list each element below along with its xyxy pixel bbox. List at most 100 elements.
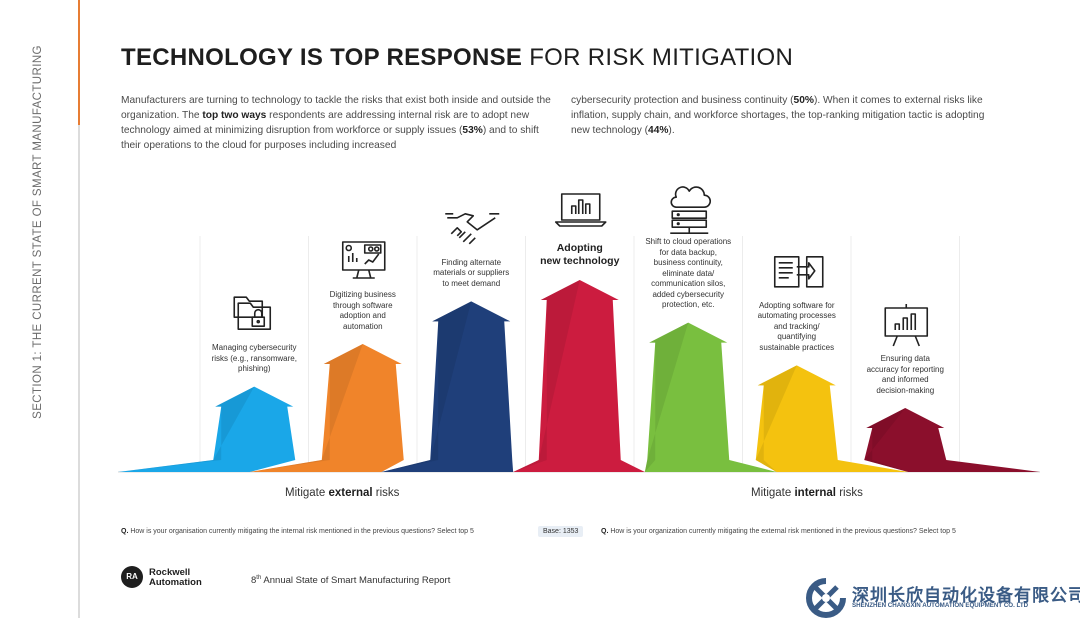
legend-external: Mitigate external risks: [285, 487, 399, 499]
laptop-chart-icon: [554, 193, 607, 227]
arrow-shade-5: [644, 322, 689, 472]
arrow-label-line: Adopting: [556, 242, 603, 254]
intro-text: cybersecurity protection and business co…: [571, 95, 794, 106]
arrow-label-line: and tracking/: [773, 321, 820, 331]
rockwell-wordmark: Rockwell Automation: [149, 568, 202, 587]
arrow-label-line: eliminate data/: [662, 268, 715, 278]
intro-text: respondents are addressing internal risk…: [121, 110, 530, 136]
footnote-label: Q.: [121, 528, 129, 535]
arrow-label-5: Shift to cloud operations for data backup…: [630, 237, 746, 311]
arrow-bar-7: [864, 408, 1040, 472]
report-number: 8: [251, 575, 257, 587]
arrow-label-line: sustainable practices: [759, 342, 835, 352]
changxin-logo-icon: [806, 578, 846, 618]
sidebar: SECTION 1: THE CURRENT STATE OF SMART MA…: [0, 0, 80, 618]
arrow-bar-5: [644, 322, 777, 472]
arrow-label-3: Finding alternate materials or suppliers t…: [413, 258, 529, 290]
legend-text: Mitigate: [285, 487, 329, 499]
company-name-en: SHENZHEN CHANGXIN AUTOMATION EQUIPMENT C…: [852, 602, 1029, 609]
arrow-label-line: Shift to cloud operations: [645, 237, 732, 247]
arrow-bar-2: [249, 344, 404, 472]
arrow-shade-2: [249, 344, 363, 472]
arrow-label-line: and informed: [881, 375, 929, 384]
arrow-shade-7: [864, 408, 909, 472]
arrow-label-1: Managing cybersecurity risks (e.g., ranso…: [196, 343, 312, 375]
intro-text: ).: [668, 125, 675, 136]
brand-line-2: Automation: [149, 576, 202, 588]
handshake-icon: [445, 213, 500, 245]
arrow-label-line: phishing): [238, 364, 271, 374]
title-bold: TECHNOLOGY IS TOP RESPONSE: [121, 44, 523, 71]
arrow-shade-3: [381, 301, 472, 472]
arrow-label-line: to meet demand: [442, 278, 501, 288]
dashboard-monitor-icon: [341, 241, 386, 279]
arrow-bar-6: [755, 365, 909, 472]
title-light: FOR RISK MITIGATION: [522, 44, 794, 71]
intro-text: ). When it comes to external risks like …: [571, 95, 985, 136]
arrow-label-4: Adopting new technology: [522, 242, 638, 268]
arrow-bar-4: [513, 280, 645, 472]
legend-emphasis: external: [328, 487, 373, 499]
intro-text: Manufacturers are turning to technology …: [121, 95, 551, 121]
arrow-label-line: added cybersecurity: [652, 289, 725, 299]
arrow-label-line: Managing cybersecurity: [212, 343, 297, 353]
arrow-label-line: decision-making: [876, 385, 935, 395]
arrow-label-line: Adopting software for: [758, 300, 835, 310]
report-ordinal: th: [256, 575, 262, 581]
cloud-server-icon: [670, 186, 712, 234]
footnote-internal: Q. How is your organisation currently mi…: [121, 528, 474, 535]
arrow-label-line: quantifying: [777, 332, 817, 342]
intro-paragraph-1: Manufacturers are turning to technology …: [121, 93, 551, 153]
document-transfer-icon: [773, 256, 824, 288]
arrow-label-line: Finding alternate: [441, 257, 502, 267]
arrow-label-line: materials or suppliers: [433, 268, 510, 278]
company-name-cn: 深圳长欣自动化设备有限公司: [852, 586, 1080, 605]
arrow-label-line: through software: [332, 300, 393, 310]
arrow-bar-3: [381, 301, 514, 472]
arrow-label-line: adoption and: [339, 311, 386, 320]
arrow-label-line: new technology: [540, 255, 620, 267]
arrow-shade-1: [118, 386, 255, 472]
brand-line-1: Rockwell: [149, 567, 191, 578]
arrow-label-line: communication silos,: [651, 279, 726, 289]
arrow-label-line: business continuity,: [653, 258, 723, 268]
report-text: Annual State of Smart Manufacturing Repo…: [261, 575, 451, 587]
arrow-bar-1: [118, 386, 296, 472]
base-badge: Base: 1353: [538, 526, 584, 537]
report-title: 8th Annual State of Smart Manufacturing …: [251, 575, 450, 586]
legend-text: risks: [372, 487, 400, 499]
arrow-label-7: Ensuring data accuracy for reporting and i…: [847, 354, 963, 396]
intro-paragraph-2: cybersecurity protection and business co…: [571, 93, 996, 138]
intro-emphasis: top two ways: [202, 110, 267, 121]
arrow-label-line: for data backup,: [659, 247, 717, 257]
footnote-external: Q. How is your organization currently mi…: [601, 528, 956, 535]
rockwell-logo-icon: RA: [121, 566, 143, 588]
arrow-label-line: Ensuring data: [880, 354, 930, 363]
arrow-label-line: Digitizing business: [329, 290, 396, 299]
footnote-text: How is your organisation currently mitig…: [128, 528, 474, 535]
presentation-chart-icon: [884, 304, 929, 347]
folder-lock-icon: [233, 296, 272, 330]
intro-stat: 53%: [462, 125, 483, 136]
legend-internal: Mitigate internal risks: [751, 487, 863, 499]
arrow-shade-4: [513, 280, 580, 472]
arrow-label-2: Digitizing business through software adopt…: [305, 290, 421, 332]
arrow-label-line: protection, etc.: [662, 300, 715, 310]
arrow-label-line: accuracy for reporting: [866, 364, 944, 374]
intro-stat: 50%: [793, 95, 814, 106]
legend-text: risks: [836, 487, 863, 499]
arrow-label-line: automation: [342, 321, 383, 331]
intro-text: ) and to shift their operations to the c…: [121, 125, 539, 151]
intro-stat: 44%: [648, 125, 669, 136]
arrow-label-6: Adopting software for automating processe…: [739, 301, 855, 354]
arrow-shade-6: [755, 365, 797, 472]
sidebar-accent-bar: [78, 0, 80, 125]
footnote-text: How is your organization currently mitig…: [608, 528, 956, 535]
page-title: TECHNOLOGY IS TOP RESPONSE FOR RISK MITI…: [121, 44, 793, 72]
legend-emphasis: internal: [794, 487, 837, 499]
legend-text: Mitigate: [751, 487, 795, 499]
arrow-label-line: risks (e.g., ransomware,: [211, 353, 297, 363]
sidebar-divider: [78, 0, 80, 618]
footnote-label: Q.: [601, 528, 609, 535]
